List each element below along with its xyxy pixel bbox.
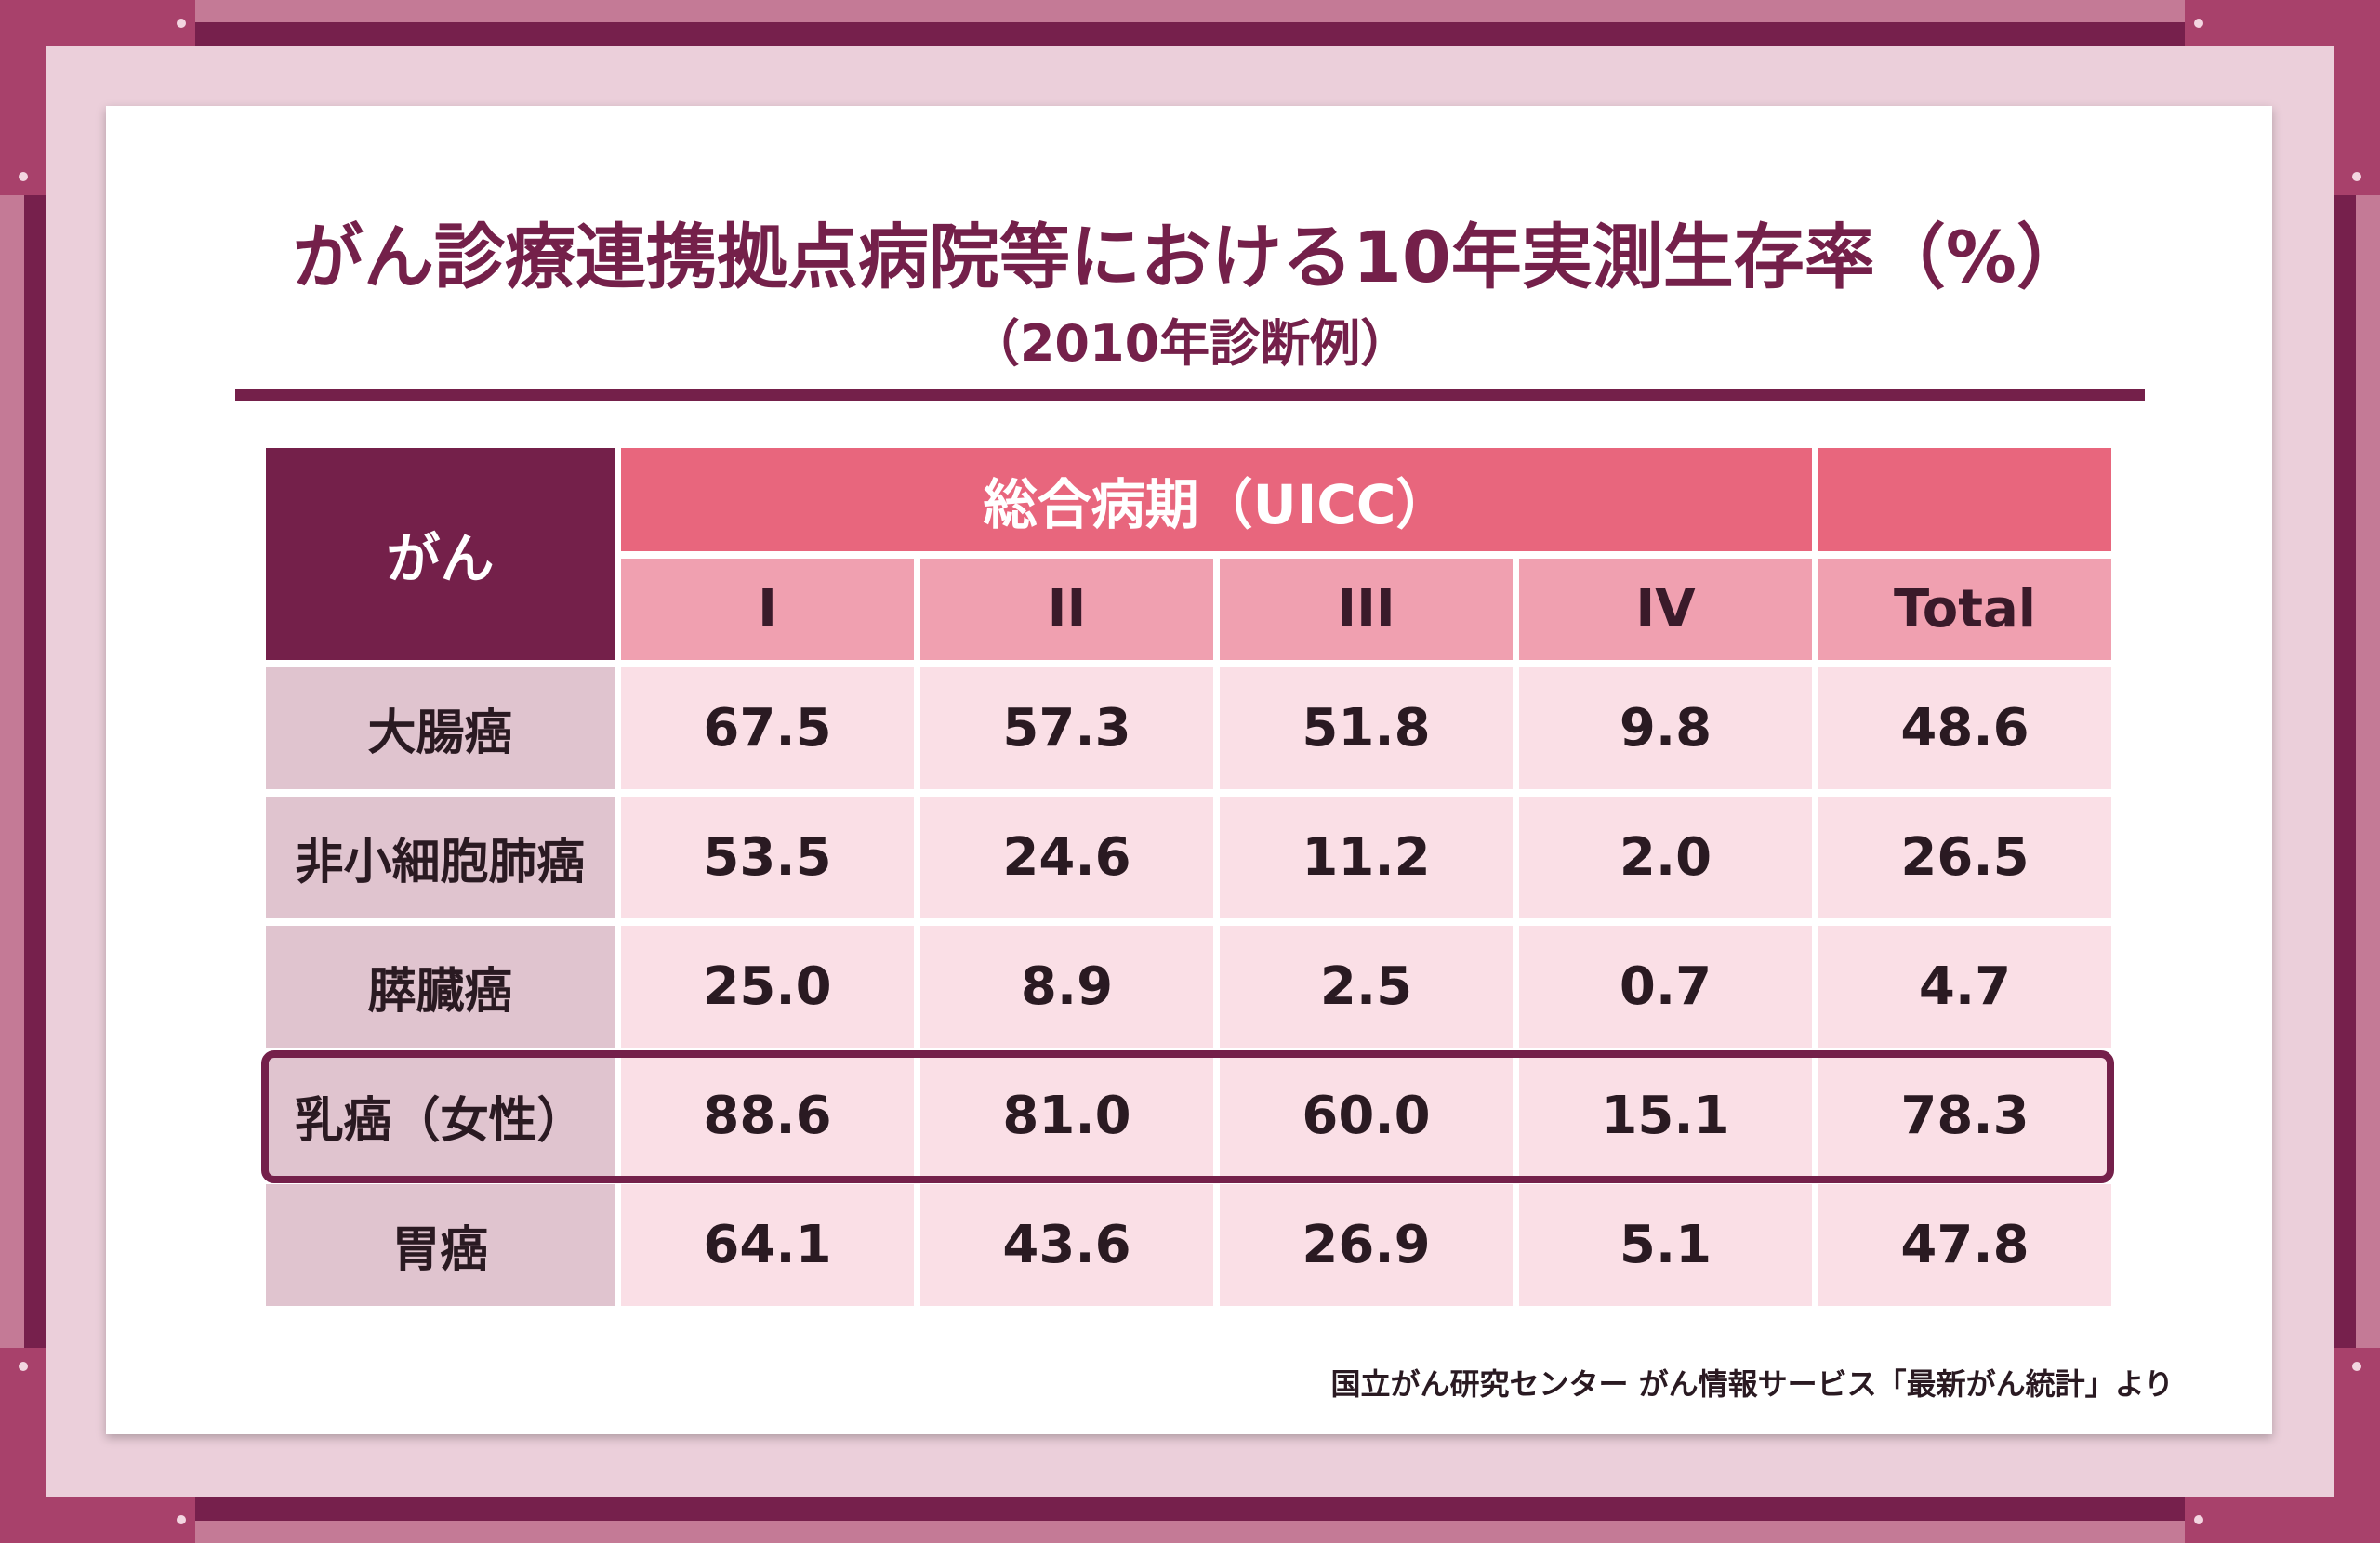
column-row: I II III IV Total	[266, 559, 2111, 660]
title: がん診療連携拠点病院等における10年実測生存率（%）	[293, 216, 2087, 298]
cell: 4.7	[1818, 926, 2111, 1048]
cell: 48.6	[1818, 667, 2111, 789]
column-header: II	[920, 559, 1213, 660]
column-header: Total	[1818, 559, 2111, 660]
cell: 5.1	[1519, 1184, 1812, 1306]
frame-band	[195, 1497, 2185, 1521]
data-row: 大腸癌 67.5 57.3 51.8 9.8 48.6	[266, 667, 2111, 789]
cell: 88.6	[621, 1055, 914, 1177]
cell: 64.1	[621, 1184, 914, 1306]
frame-band	[2334, 195, 2356, 1348]
survival-table: がん 総合病期（UICC） I II III IV Total 大腸癌 67.5 57.3 5…	[259, 441, 2118, 1313]
cell: 9.8	[1519, 667, 1812, 789]
cell: 53.5	[621, 797, 914, 918]
data-row: 膵臓癌 25.0 8.9 2.5 0.7 4.7	[266, 926, 2111, 1048]
row-label: 非小細胞肺癌	[266, 797, 615, 918]
cell: 2.5	[1220, 926, 1513, 1048]
cell: 0.7	[1519, 926, 1812, 1048]
cell: 25.0	[621, 926, 914, 1048]
cell: 24.6	[920, 797, 1213, 918]
row-label: 膵臓癌	[266, 926, 615, 1048]
table-body: がん 総合病期（UICC） I II III IV Total 大腸癌 67.5 57.3 5…	[266, 448, 2111, 1306]
data-row: 乳癌（女性） 88.6 81.0 60.0 15.1 78.3	[266, 1055, 2111, 1177]
title-rule	[235, 389, 2145, 401]
frame-band	[195, 22, 2185, 46]
dot	[2194, 1515, 2203, 1524]
row-label: 大腸癌	[266, 667, 615, 789]
row-label: 乳癌（女性）	[266, 1055, 615, 1177]
subtitle: （2010年診断例）	[969, 314, 1411, 373]
column-header: III	[1220, 559, 1513, 660]
dot	[19, 172, 28, 181]
dot	[2194, 19, 2203, 28]
cell: 26.9	[1220, 1184, 1513, 1306]
data-row: 非小細胞肺癌 53.5 24.6 11.2 2.0 26.5	[266, 797, 2111, 918]
cell: 8.9	[920, 926, 1213, 1048]
dot	[177, 19, 186, 28]
highlight-box	[261, 1050, 2114, 1183]
cell: 67.5	[621, 667, 914, 789]
cell: 15.1	[1519, 1055, 1812, 1177]
dot	[19, 1362, 28, 1371]
dot	[177, 1515, 186, 1524]
cell: 47.8	[1818, 1184, 2111, 1306]
cell: 2.0	[1519, 797, 1812, 918]
cell: 81.0	[920, 1055, 1213, 1177]
source-note: 国立がん研究センター がん情報サービス「最新がん統計」より	[1330, 1366, 2174, 1402]
data-row: 胃癌 64.1 43.6 26.9 5.1 47.8	[266, 1184, 2111, 1306]
column-header: IV	[1519, 559, 1812, 660]
cell: 60.0	[1220, 1055, 1513, 1177]
row-label: 胃癌	[266, 1184, 615, 1306]
cell: 78.3	[1818, 1055, 2111, 1177]
header-blank	[1818, 448, 2111, 551]
group-header: がん	[266, 448, 615, 660]
cell: 57.3	[920, 667, 1213, 789]
cell: 11.2	[1220, 797, 1513, 918]
dot	[2352, 1362, 2361, 1371]
frame-band	[24, 195, 46, 1348]
header-row: がん 総合病期（UICC）	[266, 448, 2111, 660]
dot	[2352, 172, 2361, 181]
cell: 51.8	[1220, 667, 1513, 789]
cell: 43.6	[920, 1184, 1213, 1306]
stage-header: 総合病期（UICC）	[621, 448, 1812, 551]
cell: 26.5	[1818, 797, 2111, 918]
column-header: I	[621, 559, 914, 660]
